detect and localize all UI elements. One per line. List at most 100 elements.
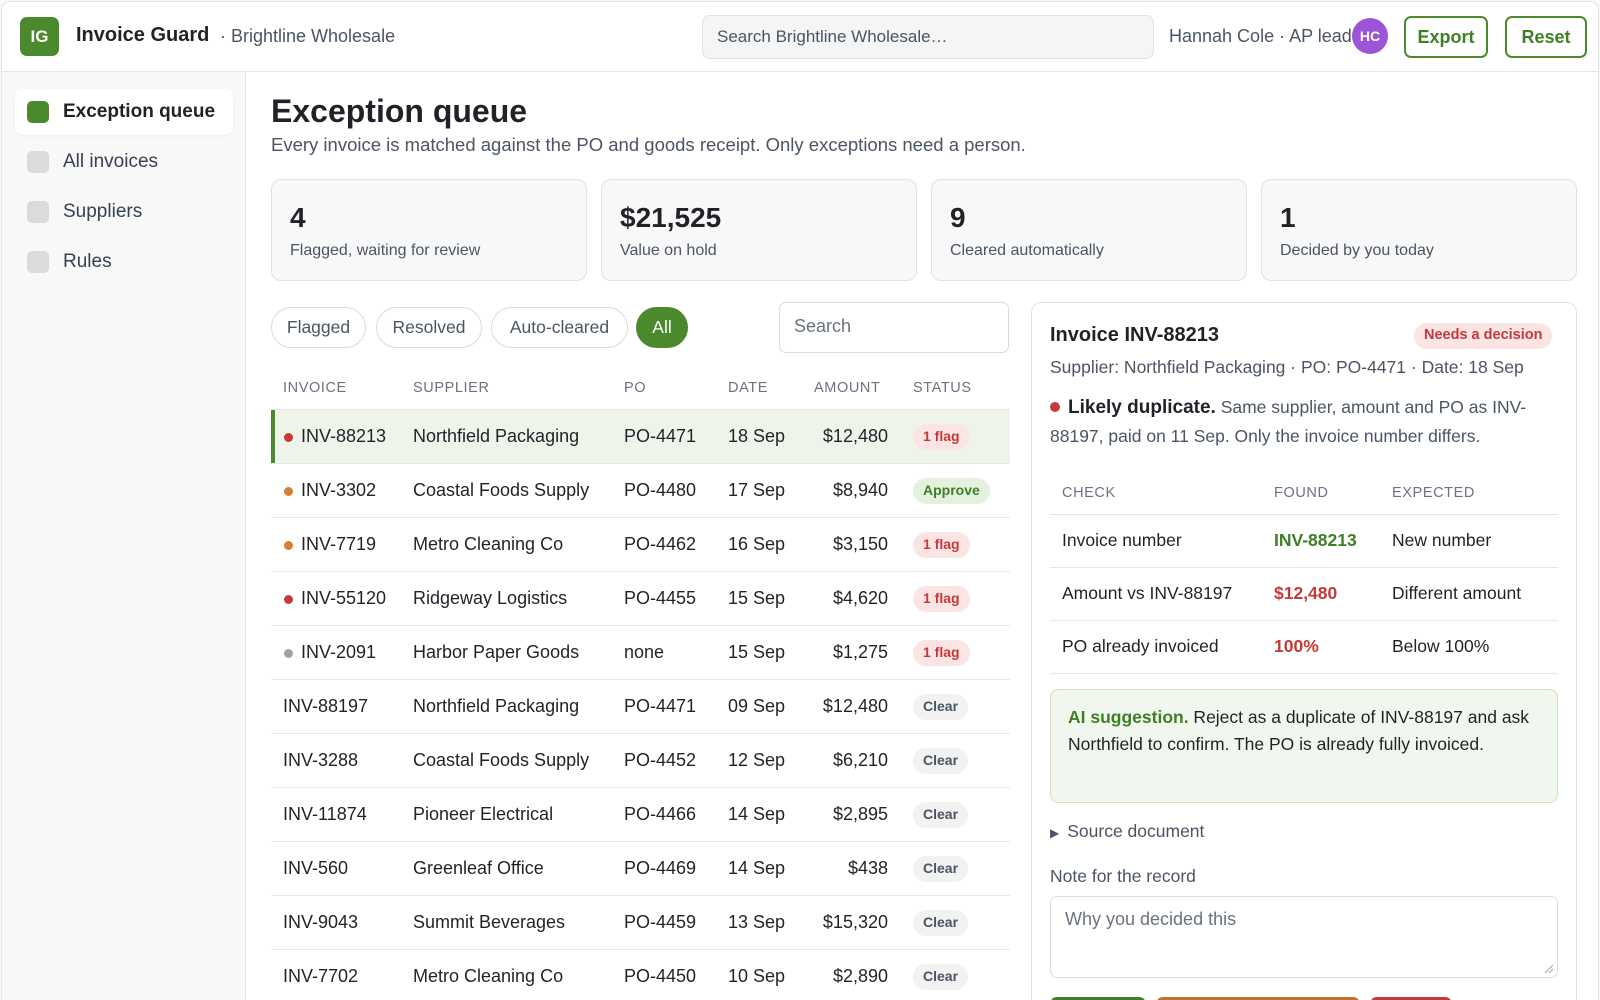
resize-grip-icon[interactable] <box>1543 963 1553 973</box>
stat-value: 1 <box>1280 202 1296 233</box>
detail-title: Invoice INV-88213 <box>1050 324 1219 346</box>
status-badge: 1 flag <box>913 586 970 612</box>
sidebar-item-all-invoices[interactable]: All invoices <box>15 139 233 185</box>
table-row[interactable]: INV-3288 Coastal Foods Supply PO-4452 12 Se… <box>271 734 1010 788</box>
page-subtitle: Every invoice is matched against the PO … <box>271 134 1026 155</box>
finding-title: Likely duplicate. <box>1068 397 1216 418</box>
approve-action-button[interactable] <box>1050 997 1146 1000</box>
org-name: · Brightline Wholesale <box>220 26 396 46</box>
top-bar: IG Invoice Guard · Brightline Wholesale … <box>2 2 1598 72</box>
cell-invoice: INV-55120 <box>301 588 387 608</box>
source-document-label: Source document <box>1067 821 1205 841</box>
column-header-supplier[interactable]: SUPPLIER <box>413 380 490 396</box>
filter-chip-auto-cleared[interactable]: Auto-cleared <box>491 307 628 348</box>
reject-action-button[interactable] <box>1370 997 1452 1000</box>
check-expected: Below 100% <box>1392 636 1490 656</box>
column-header-invoice[interactable]: INVOICE <box>283 380 347 396</box>
status-badge: Clear <box>913 964 969 990</box>
table-row[interactable]: INV-88213 Northfield Packaging PO-4471 18 S… <box>271 410 1010 464</box>
sidebar-item-suppliers[interactable]: Suppliers <box>15 189 233 235</box>
page-title: Exception queue <box>271 93 528 129</box>
caret-right-icon: ▶ <box>1050 826 1060 840</box>
check-row: PO already invoiced 100% Below 100% <box>1050 621 1558 674</box>
invoice-detail-panel: Invoice INV-88213 Needs a decision Suppl… <box>1031 302 1577 1000</box>
column-header-date[interactable]: DATE <box>728 380 768 396</box>
table-row[interactable]: INV-7719 Metro Cleaning Co PO-4462 16 Sep $3… <box>271 518 1010 572</box>
cell-invoice: INV-9043 <box>283 912 359 932</box>
suppliers-icon <box>27 201 49 223</box>
export-button[interactable]: Export <box>1404 16 1488 58</box>
cell-invoice: INV-11874 <box>283 804 367 824</box>
filter-chip-all[interactable]: All <box>636 307 688 348</box>
column-header-amount[interactable]: AMOUNT <box>814 380 881 396</box>
check-name: Amount vs INV-88197 <box>1062 583 1233 603</box>
status-dot-icon <box>284 541 293 550</box>
cell-invoice: INV-88197 <box>283 696 369 716</box>
filter-chip-resolved[interactable]: Resolved <box>376 307 482 348</box>
avatar[interactable]: HC <box>1352 18 1388 54</box>
sidebar-item-exception-queue[interactable]: Exception queue <box>15 89 233 135</box>
cell-amount: $438 <box>847 858 888 878</box>
note-label: Note for the record <box>1050 866 1196 886</box>
ai-suggestion-label: AI suggestion. <box>1068 707 1189 727</box>
stat-label: Flagged, waiting for review <box>290 242 481 259</box>
table-row[interactable]: INV-55120 Ridgeway Logistics PO-4455 15 Sep… <box>271 572 1010 626</box>
table-search-input[interactable]: Search <box>779 302 1009 353</box>
queue-icon <box>27 101 49 123</box>
cell-date: 17 Sep <box>728 480 786 500</box>
hold-action-button[interactable] <box>1156 997 1360 1000</box>
ai-suggestion: AI suggestion. Reject as a duplicate of … <box>1050 689 1558 803</box>
cell-supplier: Coastal Foods Supply <box>413 750 590 770</box>
column-header-po[interactable]: PO <box>624 380 647 396</box>
cell-po: none <box>624 642 665 662</box>
app-logo: IG <box>20 17 59 56</box>
cell-po: PO-4452 <box>624 750 697 770</box>
reset-button[interactable]: Reset <box>1505 16 1587 58</box>
table-row[interactable]: INV-9043 Summit Beverages PO-4459 13 Sep $15… <box>271 896 1010 950</box>
cell-amount: $2,895 <box>832 804 888 824</box>
cell-po: PO-4450 <box>624 966 697 986</box>
cell-date: 16 Sep <box>728 534 786 554</box>
cell-date: 09 Sep <box>728 696 786 716</box>
filter-chip-flagged[interactable]: Flagged <box>271 307 366 348</box>
status-badge: Approve <box>913 478 990 504</box>
stat-label: Decided by you today <box>1280 242 1434 259</box>
table-row[interactable]: INV-560 Greenleaf Office PO-4469 14 Sep $438… <box>271 842 1010 896</box>
column-header-status[interactable]: STATUS <box>913 380 972 396</box>
invoice-table: INVOICE SUPPLIER PO DATE AMOUNT STATUS I… <box>271 368 1010 1000</box>
app-name: Invoice Guard <box>76 24 210 46</box>
status-badge: 1 flag <box>913 424 970 450</box>
cell-supplier: Coastal Foods Supply <box>413 480 590 500</box>
check-expected: Different amount <box>1392 583 1522 603</box>
checks-column-found: FOUND <box>1274 485 1329 501</box>
detail-meta: Supplier: Northfield Packaging · PO: PO-… <box>1050 357 1524 377</box>
sidebar-item-label: Rules <box>63 251 112 272</box>
cell-supplier: Harbor Paper Goods <box>413 642 580 662</box>
cell-invoice: INV-560 <box>283 858 349 878</box>
table-row[interactable]: INV-7702 Metro Cleaning Co PO-4450 10 Sep $2… <box>271 950 1010 1000</box>
global-search-input[interactable]: Search Brightline Wholesale… <box>702 15 1154 59</box>
stat-card-value-on-hold: $21,525 Value on hold <box>601 179 917 281</box>
cell-supplier: Summit Beverages <box>413 912 566 932</box>
cell-date: 15 Sep <box>728 588 786 608</box>
cell-date: 18 Sep <box>728 426 786 446</box>
note-textarea[interactable]: Why you decided this <box>1050 896 1558 978</box>
status-badge: Clear <box>913 856 969 882</box>
cell-date: 13 Sep <box>728 912 786 932</box>
cell-po: PO-4466 <box>624 804 697 824</box>
table-row[interactable]: INV-3302 Coastal Foods Supply PO-4480 17 Se… <box>271 464 1010 518</box>
cell-po: PO-4455 <box>624 588 697 608</box>
sidebar-item-rules[interactable]: Rules <box>15 239 233 285</box>
cell-amount: $6,210 <box>832 750 888 770</box>
table-row[interactable]: INV-88197 Northfield Packaging PO-4471 09 S… <box>271 680 1010 734</box>
cell-supplier: Metro Cleaning Co <box>413 966 564 986</box>
status-dot-icon <box>284 649 293 658</box>
table-row[interactable]: INV-11874 Pioneer Electrical PO-4466 14 Sep… <box>271 788 1010 842</box>
status-dot-icon <box>284 487 293 496</box>
table-row[interactable]: INV-2091 Harbor Paper Goods none 15 Sep $1,2… <box>271 626 1010 680</box>
cell-amount: $3,150 <box>832 534 888 554</box>
stat-value: $21,525 <box>620 202 722 233</box>
sidebar: Exception queue All invoices Suppliers R… <box>2 72 246 1000</box>
check-row: Invoice number INV-88213 New number <box>1050 515 1558 568</box>
source-document-toggle[interactable]: ▶ Source document <box>1050 821 1204 842</box>
